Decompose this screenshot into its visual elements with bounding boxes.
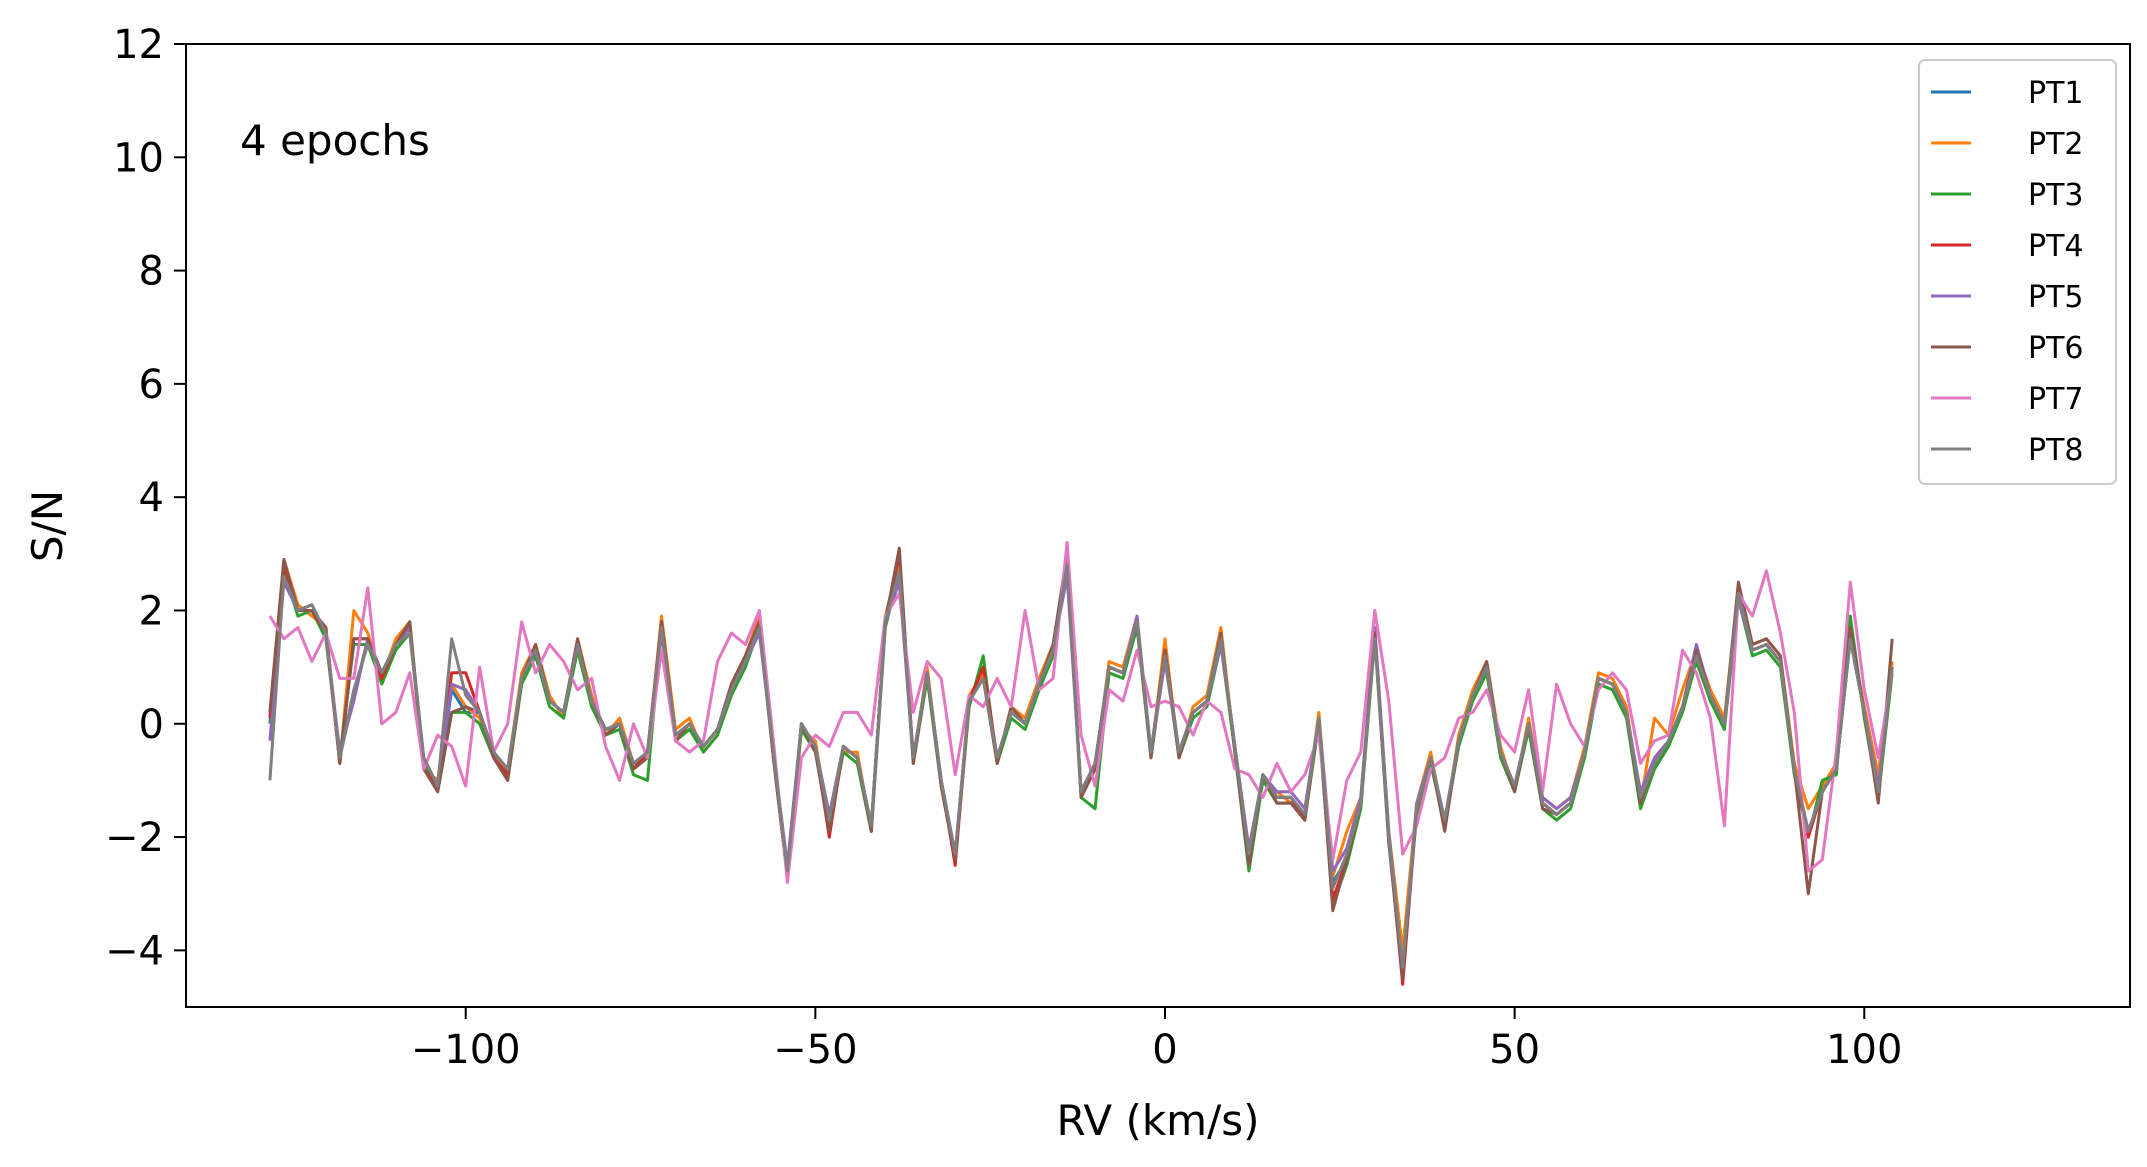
legend-label-pt2: PT2: [2028, 127, 2084, 162]
x-axis-label: RV (km/s): [1056, 1096, 1259, 1145]
legend-label-pt7: PT7: [2028, 382, 2084, 417]
plot-frame: [185, 43, 2131, 1008]
y-tick-label: 12: [113, 22, 164, 68]
y-tick-label: −4: [105, 928, 164, 974]
series-line-pt8: [268, 563, 1894, 969]
x-tick-label: 100: [1826, 1027, 1902, 1073]
legend: PT1 PT2 PT3 PT4 PT5 PT6 PT7 PT8: [1918, 59, 2117, 485]
x-tick-label: 50: [1489, 1027, 1540, 1073]
legend-label-pt3: PT3: [2028, 178, 2084, 213]
epochs-annotation: 4 epochs: [240, 116, 430, 165]
series-layer: [268, 541, 1894, 986]
legend-label-pt8: PT8: [2028, 433, 2084, 468]
y-tick-label: 8: [139, 249, 164, 295]
y-tick-label: 4: [139, 475, 164, 521]
legend-label-pt5: PT5: [2028, 280, 2084, 315]
tick-layer: −100 −50 0 50 100 −4 −2 0 2 4 6 8 10 12: [105, 22, 1902, 1073]
x-tick-label: −50: [773, 1027, 857, 1073]
y-tick-label: 0: [139, 702, 164, 748]
legend-box: [1918, 59, 2117, 485]
x-tick-label: 0: [1152, 1027, 1177, 1073]
legend-label-pt6: PT6: [2028, 331, 2084, 366]
y-tick-label: 6: [139, 362, 164, 408]
legend-label-pt1: PT1: [2028, 76, 2084, 111]
legend-label-pt4: PT4: [2028, 229, 2084, 264]
y-tick-label: 10: [113, 135, 164, 181]
y-tick-label: −2: [105, 815, 164, 861]
x-tick-label: −100: [411, 1027, 521, 1073]
y-axis-label: S/N: [23, 490, 72, 562]
y-tick-label: 2: [139, 588, 164, 634]
